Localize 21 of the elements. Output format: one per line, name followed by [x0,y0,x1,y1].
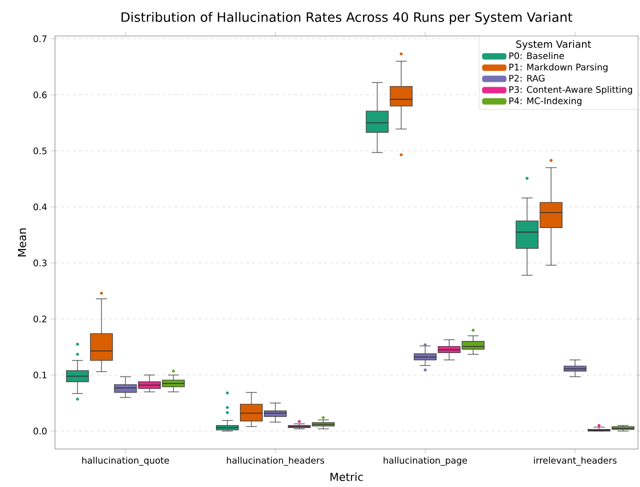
y-tick-label: 0.1 [34,372,46,378]
chart-title: Distribution of Hallucination Rates Across 40 Runs per System Variant [122,12,572,24]
y-tick-label: 0.6 [34,91,47,98]
y-tick-label: 0.4 [34,204,47,210]
x-tick-label: hallucination_quote [82,456,169,466]
y-tick-label: 0.0 [34,428,47,434]
y-tick-label: 0.5 [34,147,46,154]
y-tick-label: 0.3 [34,260,47,266]
x-tick-label: hallucination_headers [226,456,324,466]
legend-label: P1: Markdown Parsing [509,64,608,72]
x-tick-label: hallucination_page [384,456,467,466]
legend-title: System Variant [516,40,592,50]
x-tick-label: irrelevant_headers [534,456,617,466]
y-tick-label: 0.2 [34,316,46,322]
legend-label: P2: RAG [509,74,544,82]
y-tick-label: 0.7 [34,35,46,42]
x-axis-title: Metric [330,472,363,482]
legend-label: P3: Content-Aware Splitting [509,86,632,95]
y-axis-title: Mean [18,228,26,256]
legend-label: P0: Baseline [509,52,564,60]
legend-label: P4: MC-Indexing [509,97,582,106]
